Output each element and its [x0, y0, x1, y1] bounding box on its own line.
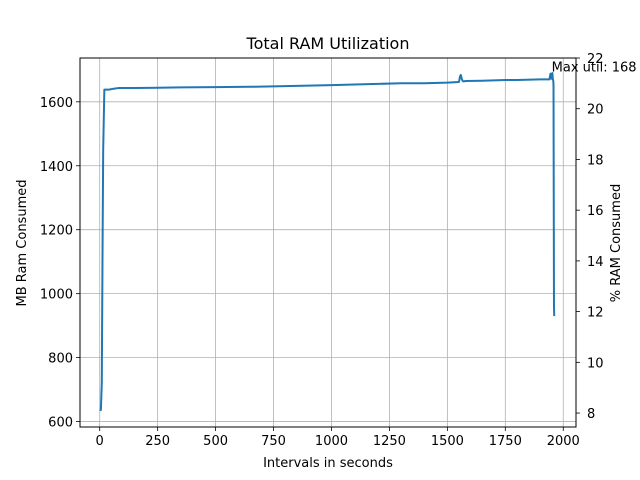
y-tick-label: 1200	[40, 224, 73, 239]
y-tick-label: 600	[48, 416, 73, 431]
y2-axis-label: % RAM Consumed	[609, 184, 624, 302]
x-tick-label: 0	[96, 434, 104, 449]
x-tick-label: 1750	[489, 434, 522, 449]
x-tick-label: 750	[261, 434, 286, 449]
y2-tick-label: 22	[587, 52, 604, 67]
x-tick-label: 2000	[547, 434, 580, 449]
y-tick-label: 1000	[40, 288, 73, 303]
y2-tick-label: 16	[587, 204, 604, 219]
y2-tick-label: 18	[587, 153, 604, 168]
x-tick-label: 250	[145, 434, 170, 449]
series-line	[99, 72, 556, 412]
max-util-annotation: Max util: 168	[552, 61, 637, 76]
x-axis-label: Intervals in seconds	[263, 456, 393, 471]
y2-axis-ticks: 8 10 12 14 16 18 20 22	[576, 52, 604, 422]
y2-tick-label: 14	[587, 255, 604, 270]
y2-tick-label: 20	[587, 103, 604, 118]
y-tick-label: 1600	[40, 96, 73, 111]
y-tick-label: 800	[48, 352, 73, 367]
x-tick-label: 500	[203, 434, 228, 449]
x-tick-label: 1500	[431, 434, 464, 449]
y-axis-ticks: 600 800 1000 1200 1400 1600	[40, 96, 80, 431]
y2-tick-label: 12	[587, 306, 604, 321]
y-tick-label: 1400	[40, 160, 73, 175]
x-tick-label: 1000	[315, 434, 348, 449]
grid-lines	[80, 58, 576, 427]
x-tick-label: 1250	[373, 434, 406, 449]
plot-frame	[79, 57, 577, 428]
series-layer	[99, 72, 556, 412]
y2-tick-label: 8	[587, 407, 595, 422]
y2-tick-label: 10	[587, 356, 604, 371]
chart-title: Total RAM Utilization	[246, 34, 410, 53]
y-axis-label: MB Ram Consumed	[15, 180, 30, 307]
x-axis-ticks: 0 250 500 750 1000 1250 1500 1750 2000	[96, 427, 580, 449]
